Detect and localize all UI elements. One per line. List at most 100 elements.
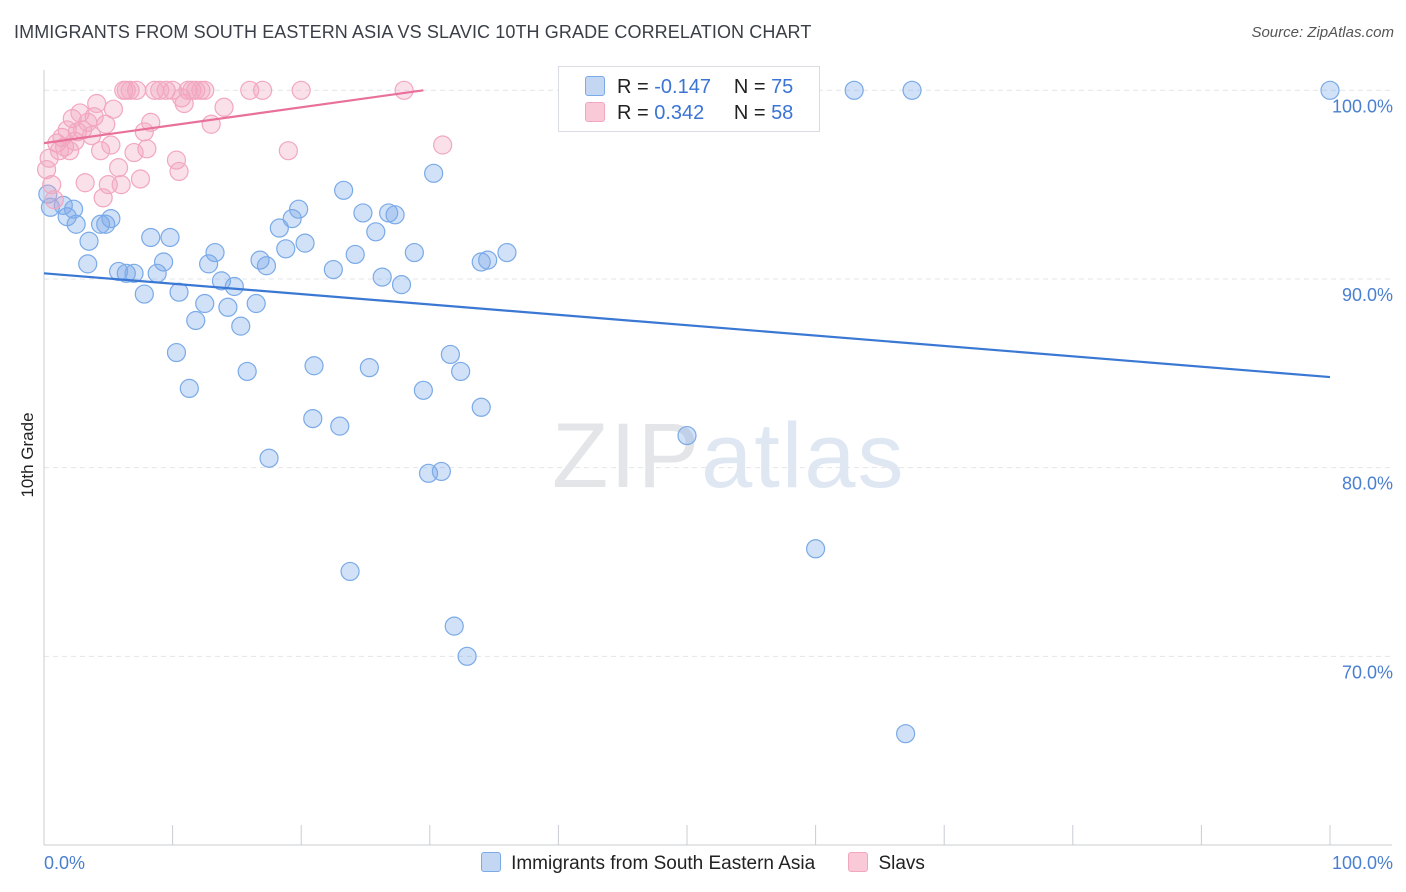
point-slavs bbox=[124, 142, 144, 163]
legend-n-value-immigrants: 75 bbox=[771, 76, 794, 98]
point-slavs bbox=[253, 80, 273, 100]
series-immigrants-points bbox=[38, 80, 1340, 744]
point-slavs bbox=[166, 150, 187, 170]
point-slavs bbox=[87, 93, 107, 114]
legend-r-value-slavs: 0.342 bbox=[654, 102, 705, 124]
point-slavs bbox=[137, 139, 157, 159]
point-immigrants bbox=[53, 195, 73, 215]
point-immigrants bbox=[444, 616, 464, 636]
point-immigrants bbox=[345, 244, 365, 265]
point-immigrants bbox=[134, 284, 154, 304]
source-label: Source: ZipAtlas.com bbox=[1251, 24, 1394, 41]
y-tick-label: 80.0% bbox=[1342, 474, 1393, 494]
point-immigrants bbox=[391, 275, 412, 295]
point-slavs bbox=[111, 175, 131, 195]
point-slavs bbox=[96, 114, 116, 134]
point-immigrants bbox=[902, 80, 922, 100]
point-immigrants bbox=[323, 259, 343, 280]
point-immigrants bbox=[116, 263, 136, 283]
point-immigrants bbox=[179, 378, 199, 399]
point-immigrants bbox=[169, 282, 189, 302]
chart-title: IMMIGRANTS FROM SOUTH EASTERN ASIA VS SL… bbox=[14, 22, 812, 42]
series-legend: Immigrants from South Eastern Asia Slavs bbox=[0, 852, 1406, 875]
point-immigrants bbox=[224, 276, 244, 297]
point-immigrants bbox=[237, 361, 257, 382]
point-immigrants bbox=[259, 448, 279, 468]
point-immigrants bbox=[66, 214, 86, 234]
x-tick-label: 100.0% bbox=[1332, 853, 1393, 873]
trend-line-slavs bbox=[43, 89, 424, 145]
watermark-atlas: atlas bbox=[701, 405, 906, 507]
point-slavs bbox=[120, 80, 140, 100]
point-slavs bbox=[291, 80, 311, 100]
point-immigrants bbox=[404, 242, 424, 263]
point-immigrants bbox=[195, 293, 215, 314]
legend-label-immigrants: Immigrants from South Eastern Asia bbox=[511, 853, 816, 874]
point-immigrants bbox=[141, 227, 161, 248]
y-axis-label: 10th Grade bbox=[18, 412, 37, 497]
legend-swatch-blue bbox=[481, 852, 502, 872]
legend-swatch-blue bbox=[585, 76, 605, 96]
point-immigrants bbox=[451, 361, 471, 382]
legend-item-slavs[interactable]: Slavs bbox=[848, 852, 925, 875]
point-slavs bbox=[214, 97, 234, 117]
point-immigrants bbox=[63, 199, 84, 219]
point-slavs bbox=[90, 141, 111, 161]
watermark: ZIPatlas bbox=[552, 404, 905, 509]
point-immigrants bbox=[431, 461, 451, 482]
point-immigrants bbox=[246, 293, 266, 314]
legend-row-slavs: R = 0.342 N = 58 bbox=[585, 102, 793, 128]
point-immigrants bbox=[303, 408, 323, 429]
point-slavs bbox=[278, 141, 298, 161]
legend-r-label: R = bbox=[617, 102, 649, 124]
point-immigrants bbox=[330, 416, 350, 436]
point-immigrants bbox=[160, 227, 180, 248]
point-immigrants bbox=[1320, 80, 1340, 100]
point-immigrants bbox=[334, 180, 354, 200]
point-slavs bbox=[130, 169, 151, 189]
point-immigrants bbox=[471, 397, 491, 417]
legend-n-value-slavs: 58 bbox=[771, 102, 794, 124]
legend-row-immigrants: R = -0.147 N = 75 bbox=[585, 76, 793, 102]
point-immigrants bbox=[353, 203, 373, 223]
point-slavs bbox=[60, 141, 80, 161]
point-slavs bbox=[433, 135, 453, 155]
correlation-legend: R = -0.147 N = 75 R = 0.342 N = 58 bbox=[558, 66, 820, 132]
series-slavs-points bbox=[36, 80, 453, 210]
point-slavs bbox=[108, 158, 129, 178]
point-immigrants bbox=[359, 358, 379, 378]
watermark-zip: ZIP bbox=[552, 405, 702, 507]
legend-swatch-pink bbox=[585, 102, 605, 122]
point-slavs bbox=[126, 80, 147, 100]
point-immigrants bbox=[372, 267, 392, 287]
point-immigrants bbox=[218, 297, 238, 317]
point-slavs bbox=[39, 148, 59, 168]
point-slavs bbox=[75, 173, 95, 193]
point-immigrants bbox=[205, 242, 225, 263]
point-slavs bbox=[134, 122, 154, 142]
legend-item-immigrants[interactable]: Immigrants from South Eastern Asia bbox=[481, 852, 815, 875]
point-immigrants bbox=[366, 222, 386, 242]
point-immigrants bbox=[478, 250, 498, 270]
legend-swatch-pink bbox=[848, 852, 869, 872]
axis-labels: 70.0% 80.0% 90.0% 100.0% 0.0% 100.0% 10th Grad… bbox=[18, 96, 1393, 873]
point-slavs bbox=[195, 80, 215, 100]
legend-label-slavs: Slavs bbox=[878, 853, 925, 874]
point-immigrants bbox=[304, 356, 324, 376]
point-slavs bbox=[156, 80, 176, 100]
point-immigrants bbox=[896, 724, 916, 744]
axes bbox=[43, 70, 1392, 846]
point-slavs bbox=[44, 190, 64, 210]
point-immigrants bbox=[166, 342, 187, 363]
point-slavs bbox=[54, 137, 75, 157]
point-immigrants bbox=[78, 254, 98, 274]
point-immigrants bbox=[497, 242, 517, 263]
legend-r-label: R = bbox=[617, 76, 649, 98]
point-immigrants bbox=[282, 209, 302, 229]
point-slavs bbox=[103, 99, 124, 119]
point-immigrants bbox=[289, 199, 309, 219]
legend-r-value-immigrants: -0.147 bbox=[654, 76, 711, 98]
point-immigrants bbox=[124, 263, 144, 283]
y-tick-label: 70.0% bbox=[1342, 662, 1393, 682]
